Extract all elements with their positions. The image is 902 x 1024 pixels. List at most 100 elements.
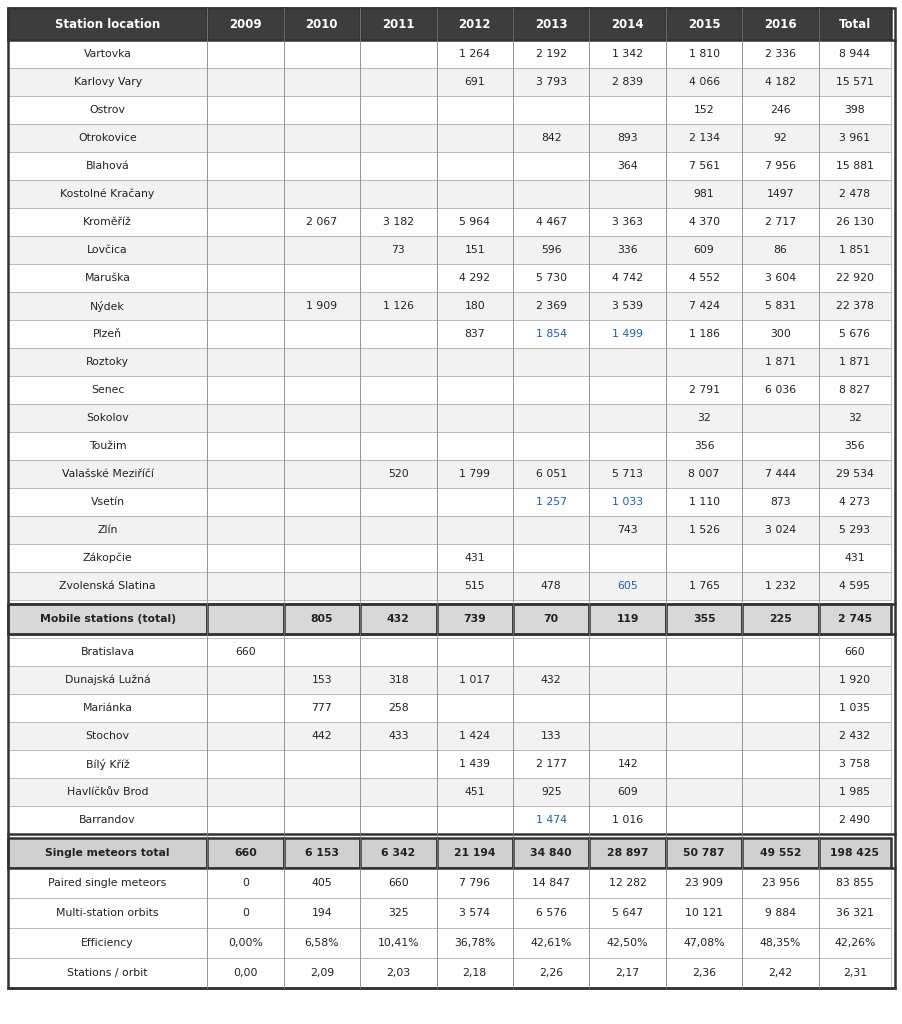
Bar (741, 750, 818, 778)
Bar (589, 806, 665, 834)
Text: 36,78%: 36,78% (454, 938, 495, 948)
Text: 133: 133 (540, 731, 561, 741)
Text: 2,42: 2,42 (768, 968, 792, 978)
Text: 28 897: 28 897 (606, 848, 648, 858)
Text: 4 292: 4 292 (459, 273, 490, 283)
Bar (8, 376, 207, 404)
Text: Nýdek: Nýdek (90, 300, 124, 311)
Bar (207, 544, 283, 572)
Text: 2,03: 2,03 (386, 968, 410, 978)
Bar (818, 928, 890, 958)
Text: 5 713: 5 713 (612, 469, 642, 479)
Text: Bratislava: Bratislava (80, 647, 134, 657)
Bar (8, 152, 207, 180)
Text: 300: 300 (769, 329, 790, 339)
Text: 83 855: 83 855 (835, 878, 873, 888)
Text: Toužim: Toužim (88, 441, 126, 451)
Bar (8, 236, 207, 264)
Bar (207, 722, 283, 750)
Text: Vartovka: Vartovka (84, 49, 132, 59)
Text: 0: 0 (242, 908, 249, 918)
Text: Station location: Station location (55, 17, 160, 31)
Text: 2 478: 2 478 (839, 189, 870, 199)
Text: 2,36: 2,36 (691, 968, 715, 978)
Text: Vsetín: Vsetín (90, 497, 124, 507)
Bar (436, 376, 512, 404)
Text: 32: 32 (696, 413, 710, 423)
Bar (741, 488, 818, 516)
Bar (741, 264, 818, 292)
Bar (589, 348, 665, 376)
Text: 198 425: 198 425 (830, 848, 879, 858)
Bar (741, 40, 818, 68)
Bar (207, 376, 283, 404)
Text: 609: 609 (693, 245, 713, 255)
Bar (589, 152, 665, 180)
Bar (818, 124, 890, 152)
Text: 398: 398 (843, 105, 864, 115)
Bar (283, 236, 360, 264)
Text: 29 534: 29 534 (835, 469, 873, 479)
Bar (818, 96, 890, 124)
Bar (665, 958, 741, 988)
Text: 1 033: 1 033 (612, 497, 642, 507)
Text: 2,26: 2,26 (538, 968, 563, 978)
Bar (512, 40, 589, 68)
Bar (741, 68, 818, 96)
Bar (589, 208, 665, 236)
Text: 2013: 2013 (534, 17, 566, 31)
Bar (436, 488, 512, 516)
Bar (665, 544, 741, 572)
Text: 70: 70 (543, 614, 558, 624)
Text: 1 110: 1 110 (688, 497, 719, 507)
Bar (207, 868, 283, 898)
Bar (512, 236, 589, 264)
Bar (283, 460, 360, 488)
Bar (665, 928, 741, 958)
Bar (283, 806, 360, 834)
Bar (665, 838, 741, 868)
Bar (512, 292, 589, 319)
Text: Roztoky: Roztoky (86, 357, 129, 367)
Bar (665, 152, 741, 180)
Bar (436, 208, 512, 236)
Bar (741, 958, 818, 988)
Bar (8, 264, 207, 292)
Bar (8, 778, 207, 806)
Bar (207, 516, 283, 544)
Bar (512, 722, 589, 750)
Bar (360, 68, 436, 96)
Bar (207, 572, 283, 600)
Text: Barrandov: Barrandov (79, 815, 135, 825)
Bar (741, 928, 818, 958)
Text: 364: 364 (617, 161, 638, 171)
Bar (283, 96, 360, 124)
Text: 7 424: 7 424 (688, 301, 719, 311)
Text: 1 499: 1 499 (612, 329, 642, 339)
Text: 1 851: 1 851 (839, 245, 870, 255)
Bar (589, 460, 665, 488)
Bar (589, 68, 665, 96)
Text: 3 024: 3 024 (764, 525, 796, 535)
Bar (360, 838, 436, 868)
Bar (818, 638, 890, 666)
Bar (436, 292, 512, 319)
Text: 4 467: 4 467 (535, 217, 566, 227)
Bar (360, 722, 436, 750)
Text: 153: 153 (311, 675, 332, 685)
Bar (436, 958, 512, 988)
Bar (589, 898, 665, 928)
Bar (360, 40, 436, 68)
Bar (360, 778, 436, 806)
Bar (436, 806, 512, 834)
Bar (589, 236, 665, 264)
Bar (741, 432, 818, 460)
Bar (283, 40, 360, 68)
Bar (207, 838, 283, 868)
Text: Paired single meteors: Paired single meteors (49, 878, 167, 888)
Bar (741, 124, 818, 152)
Text: 15 571: 15 571 (835, 77, 873, 87)
Text: 1 810: 1 810 (688, 49, 719, 59)
Bar (207, 806, 283, 834)
Bar (589, 124, 665, 152)
